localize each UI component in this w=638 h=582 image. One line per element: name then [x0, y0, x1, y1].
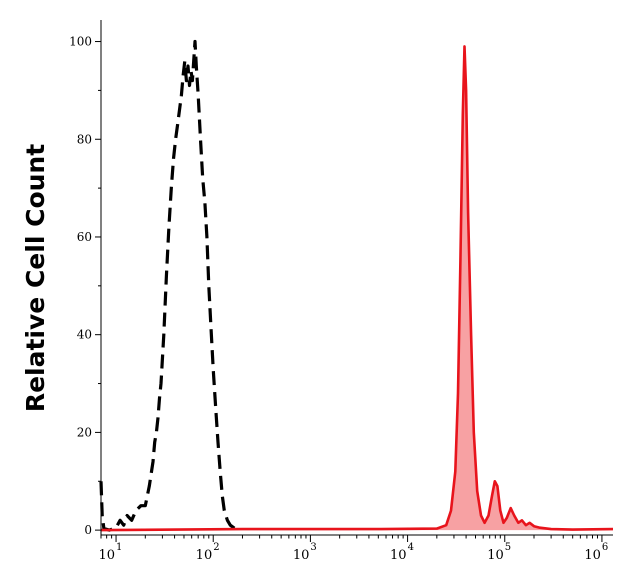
x-tick-label: 10 [584, 548, 601, 563]
x-tick-label: 10 [293, 548, 310, 563]
x-tick-exponent: 5 [505, 542, 511, 553]
x-tick-exponent: 1 [116, 542, 122, 553]
y-tick-label: 0 [84, 523, 92, 537]
x-tick-label: 10 [390, 548, 407, 563]
y-tick-label: 60 [77, 230, 92, 244]
y-tick-label: 20 [77, 425, 92, 439]
y-axis-title: Relative Cell Count [21, 144, 50, 412]
x-tick-exponent: 4 [408, 542, 414, 553]
plot-area [99, 39, 614, 532]
x-tick-label: 10 [196, 548, 213, 563]
y-tick-label: 100 [69, 35, 92, 49]
x-tick-label: 10 [487, 548, 504, 563]
y-tick-label: 80 [77, 132, 92, 146]
series-0-line [99, 39, 239, 532]
series-1-line [100, 45, 614, 532]
y-tick-label: 40 [77, 328, 92, 342]
x-tick-exponent: 2 [213, 542, 219, 553]
x-tick-exponent: 3 [310, 542, 316, 553]
x-tick-exponent: 6 [602, 542, 608, 553]
x-tick-label: 10 [99, 548, 116, 563]
series-1-fill [101, 46, 613, 531]
